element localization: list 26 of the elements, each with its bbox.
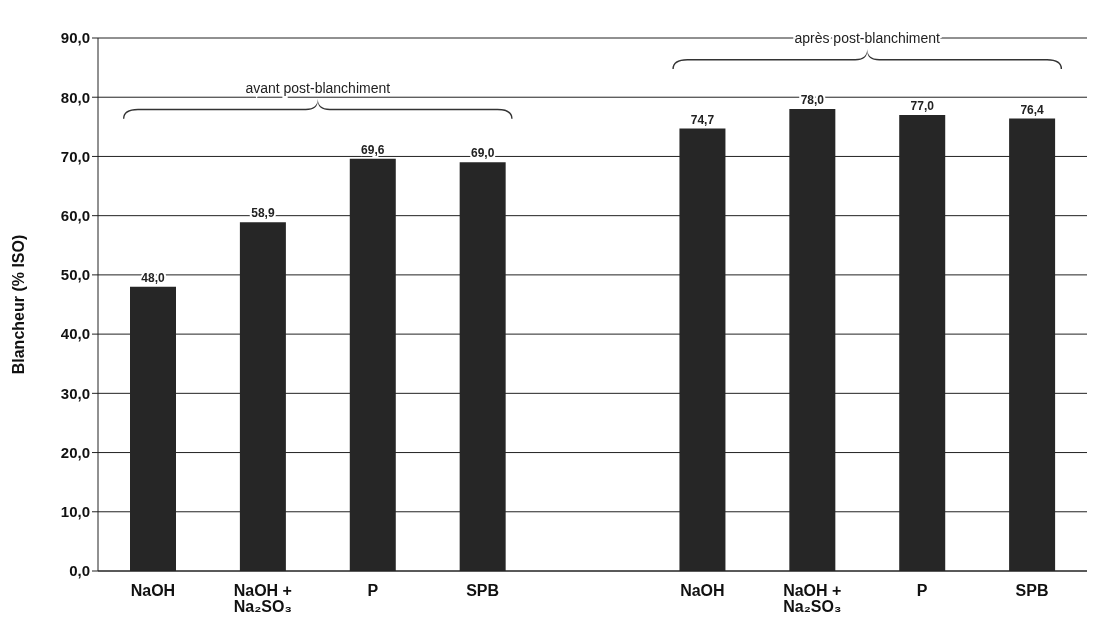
x-tick-label: P	[367, 582, 379, 600]
data-label: 77,0	[910, 98, 935, 113]
x-tick-label: P	[916, 582, 928, 600]
annotation: avant post-blanchiment	[245, 79, 391, 96]
x-tick-label: NaOH + Na₂SO₃	[233, 582, 292, 616]
data-label: 69,6	[361, 142, 385, 157]
y-axis-title: Blancheur (% ISO)	[9, 234, 27, 375]
y-tick-label: 60,0	[60, 206, 90, 224]
y-tick-label: 20,0	[60, 443, 90, 461]
y-tick-label: 0,0	[69, 562, 90, 580]
x-tick-label: NaOH	[130, 582, 176, 600]
y-tick-label: 30,0	[60, 384, 90, 402]
y-tick-label: 70,0	[60, 147, 90, 165]
x-tick-label: SPB	[1015, 582, 1049, 600]
y-tick-label: 80,0	[60, 88, 90, 106]
x-tick-label: NaOH + Na₂SO₃	[783, 582, 842, 616]
y-tick-label: 10,0	[60, 503, 90, 521]
data-label: 74,7	[690, 112, 715, 127]
y-tick-label: 90,0	[60, 29, 90, 47]
y-tick-label: 50,0	[60, 266, 90, 284]
x-tick-label: SPB	[466, 582, 500, 600]
data-label: 76,4	[1020, 102, 1045, 117]
y-tick-label: 40,0	[60, 325, 90, 343]
data-label: 48,0	[141, 270, 165, 285]
x-tick-label: NaOH	[680, 582, 725, 600]
annotation: après post-blanchiment	[794, 30, 941, 47]
